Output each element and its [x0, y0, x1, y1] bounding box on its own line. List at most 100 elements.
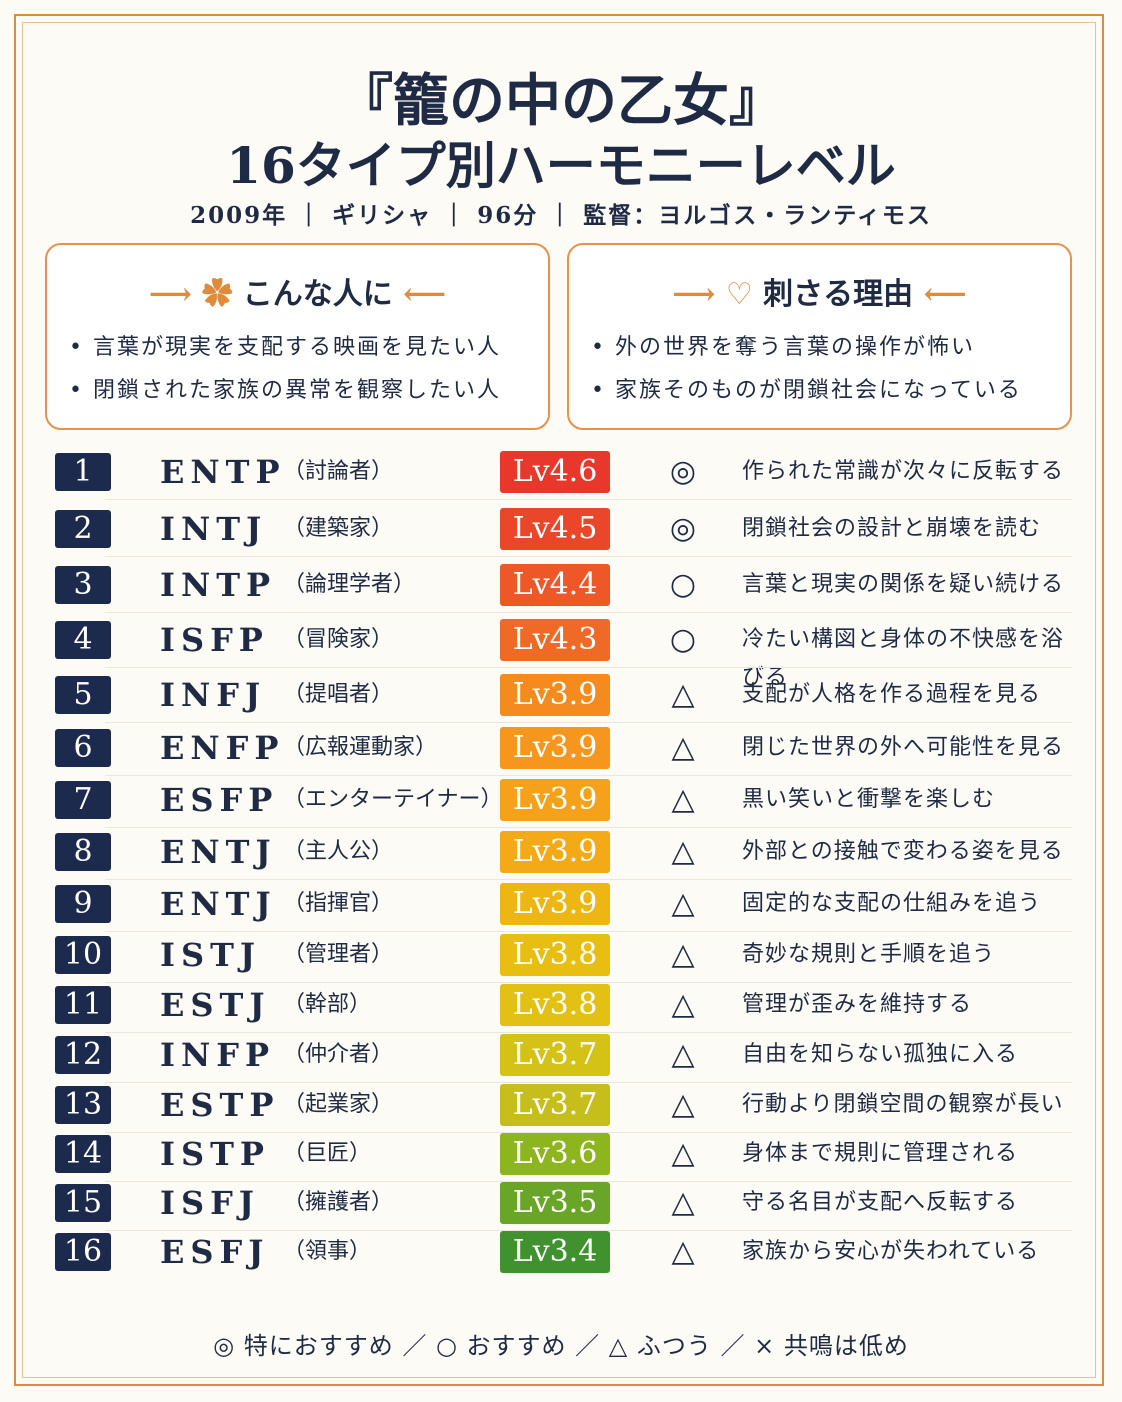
mark: △	[671, 1136, 695, 1171]
mark: △	[671, 1185, 695, 1220]
row: 3 INTP （論理学者） Lv4.4 ○ 言葉と現実の関係を疑い続ける	[45, 560, 1072, 613]
comment: 閉鎖社会の設計と崩壊を読む	[742, 516, 1042, 541]
mark: ◎	[669, 511, 697, 546]
rank: 10	[55, 936, 111, 974]
type: INFP	[160, 1036, 275, 1074]
type: ISTJ	[160, 936, 262, 974]
role: （討論者）	[283, 459, 394, 484]
box: ⟶ ✿ こんな人に ⟵ • 言葉が現実を支配する映画を見たい人 • 閉鎖された家…	[45, 243, 550, 430]
type: INFJ	[160, 676, 267, 714]
level-badge: Lv3.9	[500, 727, 610, 769]
mark: △	[671, 937, 695, 972]
rank: 11	[55, 986, 111, 1024]
comment: 言葉と現実の関係を疑い続ける	[742, 572, 1065, 597]
level-badge: Lv4.4	[500, 564, 610, 606]
role: （巨匠）	[283, 1141, 372, 1166]
role: （建築家）	[283, 516, 394, 541]
row: 10 ISTJ （管理者） Lv3.8 △ 奇妙な規則と手順を追う	[45, 930, 1072, 983]
role: （仲介者）	[283, 1042, 394, 1067]
meta: 2009年 ｜ ギリシャ ｜ 96分 ｜ 監督：ヨルゴス・ランティモス	[190, 202, 932, 229]
row: 14 ISTP （巨匠） Lv3.6 △ 身体まで規則に管理される	[45, 1129, 1072, 1182]
box-item-text: 言葉が現実を支配する映画を見たい人	[92, 335, 501, 360]
row: 4 ISFP （冒険家） Lv4.3 ○ 冷たい構図と身体の不快感を浴びる	[45, 615, 1072, 690]
comment: 外部との接触で変わる姿を見る	[742, 839, 1064, 864]
divider	[105, 612, 1072, 613]
comment: 守る名目が支配へ反転する	[742, 1190, 1019, 1215]
role: （起業家）	[283, 1092, 394, 1117]
rank: 3	[55, 566, 111, 604]
mark: △	[671, 1087, 695, 1122]
box-item: • 外の世界を奪う言葉の操作が怖い	[591, 335, 975, 360]
level-badge: Lv3.8	[500, 934, 610, 976]
mark: ○	[669, 622, 697, 657]
type: ENFP	[160, 729, 285, 767]
type: ESTP	[160, 1086, 280, 1124]
type: ESFP	[160, 781, 279, 819]
role: （指揮官）	[283, 891, 394, 916]
mark: ○	[669, 567, 697, 602]
mark: △	[671, 834, 695, 869]
row: 16 ESFJ （領事） Lv3.4 △ 家族から安心が失われている	[45, 1227, 1072, 1277]
mark: △	[671, 1037, 695, 1072]
comment: 冷たい構図と身体の不快感を浴びる	[742, 627, 1065, 690]
mark: △	[671, 730, 695, 765]
level-badge: Lv3.9	[500, 674, 610, 716]
type: INTP	[160, 566, 277, 604]
comment: 自由を知らない孤独に入る	[742, 1042, 1019, 1067]
divider	[105, 556, 1072, 557]
type: ISFP	[160, 621, 269, 659]
level-badge: Lv4.6	[500, 451, 610, 493]
legend: ◎ 特におすすめ ／ ○ おすすめ ／ △ ふつう ／ × 共鳴は低め	[213, 1332, 909, 1360]
divider	[105, 931, 1072, 932]
mark: △	[671, 886, 695, 921]
rank: 16	[55, 1233, 111, 1271]
level-badge: Lv4.3	[500, 619, 610, 661]
frame-inner	[22, 22, 1096, 1378]
mark: △	[671, 677, 695, 712]
frame	[14, 14, 1104, 1386]
role: （広報運動家）	[283, 735, 438, 760]
divider	[105, 879, 1072, 880]
box-item-text: 閉鎖された家族の異常を観察したい人	[92, 378, 501, 403]
comment: 管理が歪みを維持する	[742, 992, 973, 1017]
type: ENTJ	[160, 885, 277, 923]
row: 2 INTJ （建築家） Lv4.5 ◎ 閉鎖社会の設計と崩壊を読む	[45, 504, 1072, 557]
rank: 2	[55, 510, 111, 548]
row: 11 ESTJ （幹部） Lv3.8 △ 管理が歪みを維持する	[45, 980, 1072, 1033]
box-title: ⟶ ♡ 刺さる理由 ⟵	[672, 277, 967, 312]
role: （管理者）	[283, 942, 394, 967]
rank: 4	[55, 621, 111, 659]
divider	[105, 827, 1072, 828]
box: ⟶ ♡ 刺さる理由 ⟵ • 外の世界を奪う言葉の操作が怖い • 家族そのものが閉…	[567, 243, 1072, 430]
box-item: • 閉鎖された家族の異常を観察したい人	[69, 378, 501, 403]
level-badge: Lv3.6	[500, 1133, 610, 1175]
divider	[105, 1230, 1072, 1231]
divider	[105, 722, 1072, 723]
row: 5 INFJ （提唱者） Lv3.9 △ 支配が人格を作る過程を見る	[45, 670, 1072, 723]
level-badge: Lv3.7	[500, 1084, 610, 1126]
role: （論理学者）	[283, 572, 416, 597]
rank: 8	[55, 833, 111, 871]
subtitle: 16タイプ別ハーモニーレベル	[226, 136, 896, 195]
rank: 9	[55, 885, 111, 923]
rank: 12	[55, 1036, 111, 1074]
box-item: • 言葉が現実を支配する映画を見たい人	[69, 335, 501, 360]
mark: △	[671, 782, 695, 817]
comment: 行動より閉鎖空間の観察が長い	[742, 1092, 1064, 1117]
rank: 1	[55, 453, 111, 491]
level-badge: Lv3.9	[500, 883, 610, 925]
level-badge: Lv3.8	[500, 984, 610, 1026]
role: （冒険家）	[283, 627, 394, 652]
type: INTJ	[160, 510, 268, 548]
row: 8 ENTJ （主人公） Lv3.9 △ 外部との接触で変わる姿を見る	[45, 827, 1072, 880]
type: ESFJ	[160, 1233, 270, 1271]
box-item: • 家族そのものが閉鎖社会になっている	[591, 378, 1022, 403]
mark: △	[671, 1234, 695, 1269]
rank: 7	[55, 781, 111, 819]
comment: 家族から安心が失われている	[742, 1239, 1040, 1264]
rank: 5	[55, 676, 111, 714]
comment: 支配が人格を作る過程を見る	[742, 682, 1042, 707]
level-badge: Lv3.7	[500, 1034, 610, 1076]
level-badge: Lv3.4	[500, 1231, 610, 1273]
row: 13 ESTP （起業家） Lv3.7 △ 行動より閉鎖空間の観察が長い	[45, 1080, 1072, 1133]
